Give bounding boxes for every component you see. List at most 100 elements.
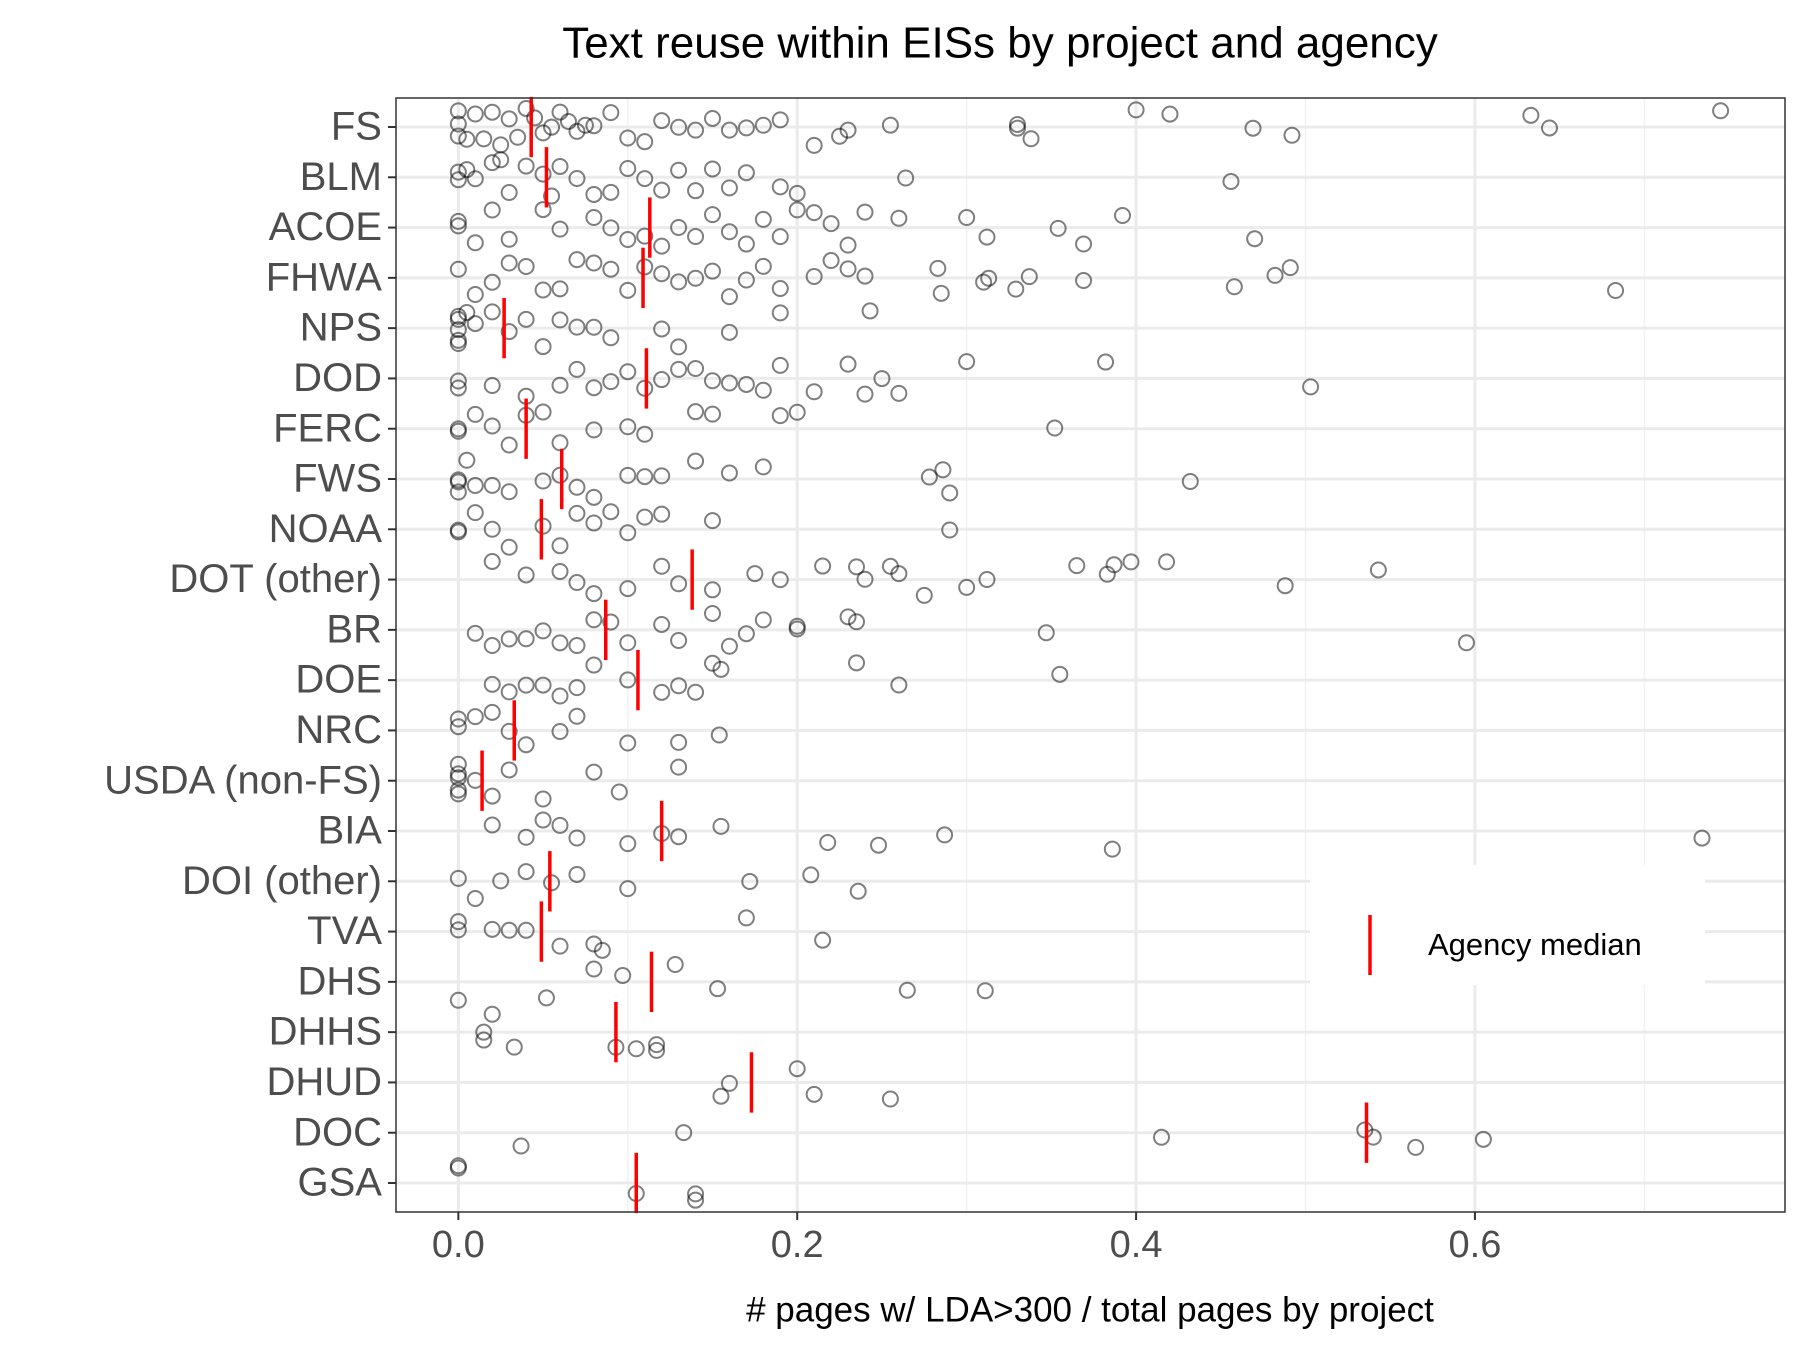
data-point: [653, 683, 671, 701]
data-point: [703, 654, 721, 672]
data-point: [619, 466, 637, 484]
data-point: [819, 833, 837, 851]
data-point: [670, 338, 688, 356]
data-point: [653, 181, 671, 199]
data-point: [687, 360, 705, 378]
data-point: [1127, 101, 1145, 119]
data-point: [619, 734, 637, 752]
data-point: [602, 329, 620, 347]
data-point: [1266, 266, 1284, 284]
data-point: [839, 608, 857, 626]
data-point: [636, 425, 654, 443]
data-point: [720, 121, 738, 139]
data-point: [737, 375, 755, 393]
data-point: [1283, 126, 1301, 144]
data-point: [890, 209, 908, 227]
data-point: [648, 1041, 666, 1059]
data-point: [670, 118, 688, 136]
data-point: [534, 124, 552, 142]
data-point: [805, 267, 823, 285]
data-point: [670, 575, 688, 593]
data-point: [1046, 419, 1064, 437]
data-point: [602, 613, 620, 631]
data-point: [839, 121, 857, 139]
data-point: [619, 524, 637, 542]
data-point: [483, 703, 501, 721]
data-point: [741, 873, 759, 891]
data-point: [822, 252, 840, 270]
data-point: [483, 637, 501, 655]
data-point: [483, 377, 501, 395]
data-point: [551, 220, 569, 238]
data-point: [585, 254, 603, 272]
data-point: [449, 307, 467, 325]
x-tick-label: 0.6: [1449, 1224, 1502, 1266]
data-point: [897, 169, 915, 187]
y-tick-label: FWS: [293, 457, 382, 501]
data-point: [805, 1085, 823, 1103]
data-point: [602, 219, 620, 237]
data-point: [466, 105, 484, 123]
data-point: [500, 761, 518, 779]
data-point: [449, 171, 467, 189]
data-point: [500, 483, 518, 501]
x-tick-label: 0.0: [432, 1224, 485, 1266]
data-point: [559, 112, 577, 130]
data-point: [754, 381, 772, 399]
data-point: [720, 637, 738, 655]
data-point: [653, 557, 671, 575]
data-point: [449, 913, 467, 931]
data-point: [881, 1090, 899, 1108]
data-point: [551, 723, 569, 741]
x-tick-label: 0.2: [771, 1224, 824, 1266]
data-point: [483, 201, 501, 219]
legend-box: [1310, 865, 1705, 985]
data-point: [568, 251, 586, 269]
data-point: [534, 472, 552, 490]
data-point: [512, 1137, 530, 1155]
data-point: [666, 955, 684, 973]
data-point: [483, 154, 501, 172]
data-point: [920, 468, 938, 486]
data-point: [856, 203, 874, 221]
data-point: [619, 634, 637, 652]
data-point: [941, 521, 959, 539]
data-point: [881, 116, 899, 134]
panel-border: [395, 97, 1786, 1213]
data-point: [1246, 230, 1264, 248]
data-point: [771, 178, 789, 196]
data-point: [712, 817, 730, 835]
legend-label: Agency median: [1428, 927, 1642, 962]
data-point: [500, 230, 518, 248]
data-point: [517, 676, 535, 694]
data-point: [568, 679, 586, 697]
data-point: [475, 1023, 493, 1041]
data-point: [670, 632, 688, 650]
data-point: [687, 452, 705, 470]
y-tick-label: DOE: [295, 658, 382, 702]
data-point: [1712, 102, 1730, 120]
data-point: [958, 353, 976, 371]
data-point: [509, 128, 527, 146]
data-point: [449, 710, 467, 728]
y-tick-label: DOD: [293, 356, 382, 400]
data-point: [1103, 840, 1121, 858]
data-point: [737, 271, 755, 289]
data-point: [585, 960, 603, 978]
data-point: [737, 909, 755, 927]
data-point: [585, 935, 603, 953]
data-point: [500, 722, 518, 740]
data-point: [890, 676, 908, 694]
data-point: [703, 512, 721, 530]
data-point: [754, 210, 772, 228]
data-point: [466, 708, 484, 726]
data-point: [703, 206, 721, 224]
data-point: [483, 920, 501, 938]
data-point: [449, 718, 467, 736]
y-tick-label: GSA: [298, 1161, 383, 1205]
y-tick-label: NOAA: [269, 507, 383, 551]
data-point: [754, 611, 772, 629]
data-point: [720, 464, 738, 482]
data-point: [534, 622, 552, 640]
data-point: [771, 571, 789, 589]
